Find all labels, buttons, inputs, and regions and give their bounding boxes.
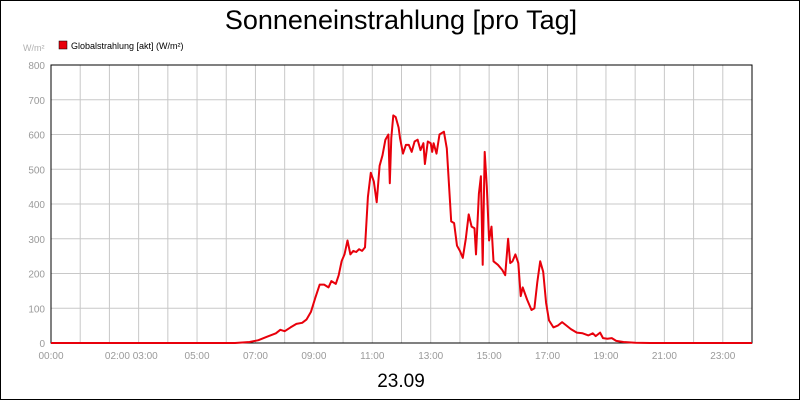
plot-border — [50, 64, 753, 344]
y-tick-label: 200 — [28, 270, 45, 281]
x-tick-label: 07:00 — [243, 351, 268, 362]
series-line — [51, 114, 752, 344]
x-tick-label: 21:00 — [652, 351, 677, 362]
x-tick-label: 15:00 — [477, 351, 502, 362]
y-tick-label: 100 — [28, 304, 45, 315]
legend-swatch — [58, 40, 68, 50]
axes-layer: 0 100 200 300 400 500 600 700 800 00:00 02:00 03:0… — [28, 61, 753, 362]
x-tick-label: 09:00 — [301, 351, 326, 362]
y-tick-label: 600 — [28, 131, 45, 142]
x-tick-label: 17:00 — [535, 351, 560, 362]
x-tick-label: 11:00 — [360, 351, 385, 362]
legend-label: Globalstrahlung [akt] (W/m²) — [71, 41, 184, 51]
y-tick-label: 300 — [28, 235, 45, 246]
x-axis-date-label: 23.09 — [377, 371, 425, 392]
x-tick-label: 19:00 — [593, 351, 618, 362]
grid-layer — [51, 65, 752, 343]
y-tick-label: 0 — [39, 339, 45, 350]
x-tick-label: 02:00 03:00 — [105, 351, 158, 362]
x-tick-label: 00:00 — [38, 351, 63, 362]
y-tick-label: 500 — [28, 165, 45, 176]
y-axis-unit-label: W/m² — [23, 43, 45, 53]
x-tick-label: 23:00 — [710, 351, 735, 362]
chart-title: Sonneneinstrahlung [pro Tag] — [225, 5, 577, 35]
series-layer — [51, 114, 752, 344]
y-tick-label: 400 — [28, 200, 45, 211]
y-tick-label: 700 — [28, 96, 45, 107]
x-tick-label: 05:00 — [185, 351, 210, 362]
y-tick-label: 800 — [28, 61, 45, 72]
x-tick-label: 13:00 — [418, 351, 443, 362]
